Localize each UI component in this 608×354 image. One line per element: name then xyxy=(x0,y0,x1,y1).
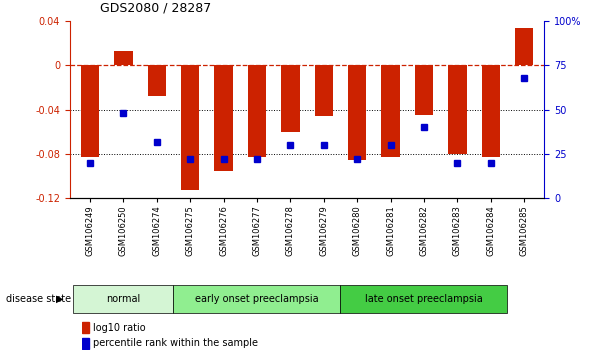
Bar xyxy=(82,338,89,349)
Bar xyxy=(248,65,266,157)
Bar xyxy=(340,285,508,314)
Bar xyxy=(381,65,399,157)
Bar xyxy=(114,51,133,65)
Text: normal: normal xyxy=(106,294,140,304)
Bar xyxy=(515,28,533,65)
Text: disease state: disease state xyxy=(6,294,71,304)
Bar xyxy=(314,65,333,116)
Bar xyxy=(281,65,300,132)
Bar xyxy=(482,65,500,157)
Bar xyxy=(181,65,199,190)
Bar xyxy=(82,322,89,333)
Text: log10 ratio: log10 ratio xyxy=(93,322,145,332)
Bar xyxy=(215,65,233,171)
Text: percentile rank within the sample: percentile rank within the sample xyxy=(93,338,258,348)
Bar xyxy=(173,285,340,314)
Bar xyxy=(448,65,466,154)
Bar xyxy=(73,285,173,314)
Bar xyxy=(148,65,166,97)
Text: GDS2080 / 28287: GDS2080 / 28287 xyxy=(100,1,212,14)
Text: late onset preeclampsia: late onset preeclampsia xyxy=(365,294,483,304)
Text: ▶: ▶ xyxy=(57,294,64,304)
Bar xyxy=(348,65,367,160)
Bar xyxy=(81,65,99,157)
Text: early onset preeclampsia: early onset preeclampsia xyxy=(195,294,319,304)
Bar xyxy=(415,65,433,115)
